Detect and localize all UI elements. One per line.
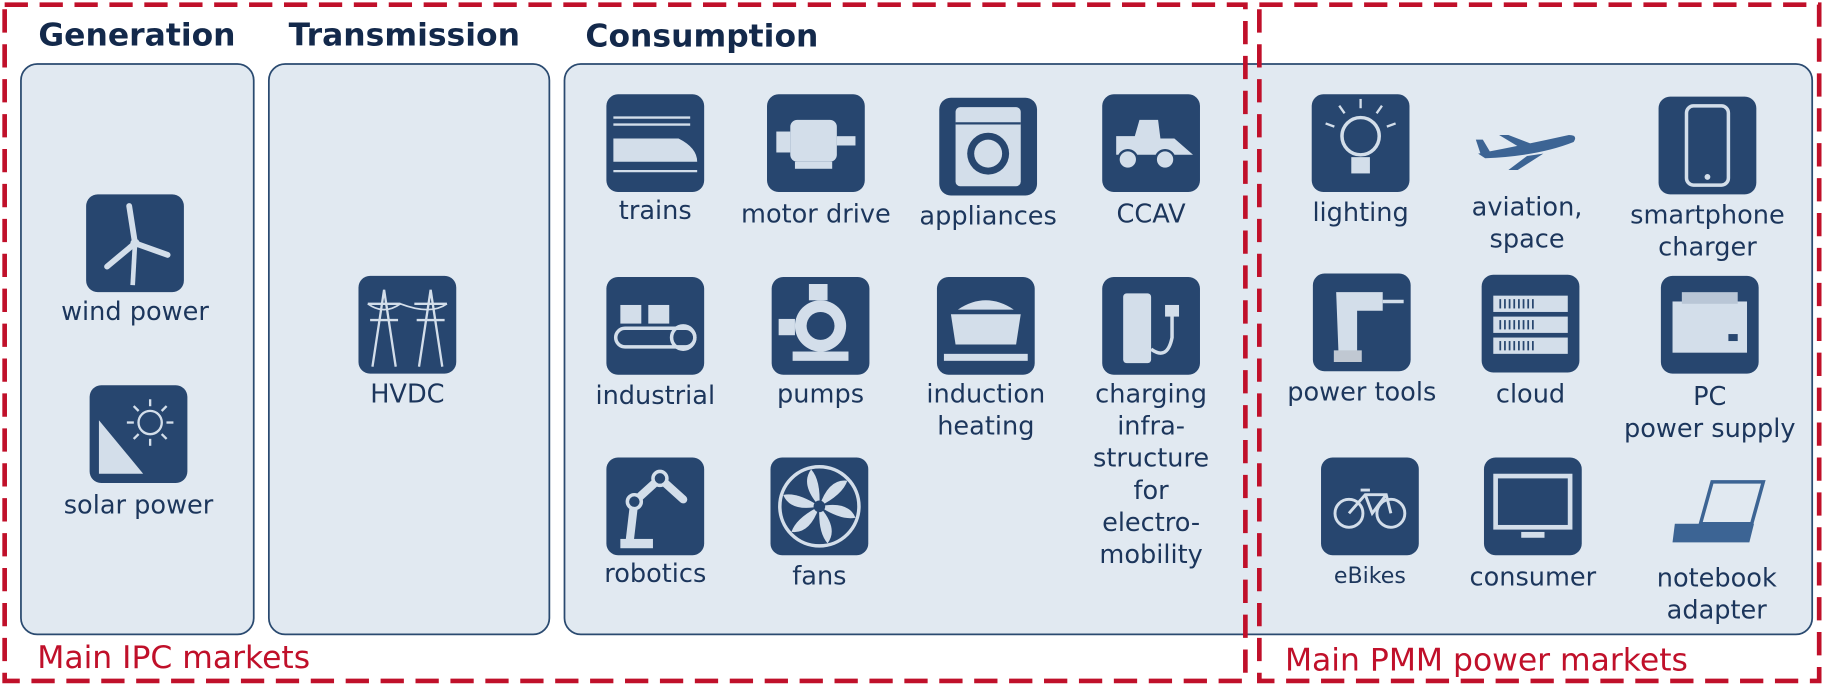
icon-plane [1475, 135, 1576, 170]
ipc-frame [2, 2, 1248, 684]
icon-phone [1658, 96, 1757, 195]
item-label: motor drive [741, 199, 891, 229]
item-label: charger [1658, 232, 1757, 262]
icon-screen [1483, 457, 1582, 556]
item-label: structure [1093, 444, 1209, 474]
section-title: Generation [38, 17, 235, 53]
item-label: pumps [777, 380, 864, 410]
item-label: notebook [1657, 564, 1777, 594]
item-label: PC [1693, 382, 1726, 412]
item-label: robotics [604, 559, 706, 589]
icon-wind [86, 194, 184, 293]
item-label: solar power [64, 490, 214, 520]
item-label: CCAV [1117, 199, 1187, 229]
item-label: mobility [1099, 540, 1202, 570]
item-label: trains [619, 196, 692, 226]
icon-wash [939, 97, 1038, 196]
item-label: wind power [61, 297, 209, 327]
item-label: power supply [1624, 414, 1796, 444]
icon-robot [606, 457, 705, 556]
pmm-frame [1257, 2, 1822, 684]
icon-drill [1312, 273, 1411, 372]
item-label: for [1133, 476, 1169, 506]
market-label: Main PMM power markets [1285, 642, 1688, 678]
item-label: adapter [1667, 596, 1768, 626]
section-title: Transmission [289, 17, 520, 53]
item-label: induction [926, 380, 1045, 410]
item-label: space [1489, 224, 1564, 254]
icon-box [1311, 94, 1410, 193]
icon-box [1658, 96, 1757, 195]
icon-solar [89, 385, 188, 484]
icon-laptop [1672, 480, 1766, 543]
item-label: cloud [1496, 380, 1565, 410]
item-label: heating [937, 412, 1034, 442]
market-label: Main IPC markets [37, 640, 310, 676]
item-label: electro- [1102, 508, 1200, 538]
panel-generation [20, 63, 255, 636]
item-label: consumer [1470, 562, 1597, 592]
item-label: aviation, [1472, 192, 1583, 222]
item-label: industrial [595, 381, 715, 411]
item-label: power tools [1287, 377, 1436, 407]
icon-motor [767, 94, 865, 193]
icon-bike [1321, 457, 1419, 556]
item-label: HVDC [370, 380, 444, 410]
icon-box [1483, 457, 1582, 556]
icon-charge [1102, 277, 1200, 375]
icon-train [606, 94, 705, 193]
item-label: smartphone [1630, 200, 1785, 230]
item-label: charging [1095, 380, 1207, 410]
icon-pump [771, 277, 870, 375]
icon-belt [606, 277, 705, 375]
item-label: infra- [1117, 412, 1185, 442]
icon-fan [770, 457, 869, 556]
icon-ccav [1102, 94, 1200, 193]
icon-bulb [1311, 94, 1410, 193]
icon-cloud [1481, 274, 1580, 373]
item-label: fans [792, 561, 846, 591]
item-label: eBikes [1334, 563, 1406, 589]
section-title: Consumption [585, 19, 818, 55]
icon-pot [936, 277, 1035, 375]
icon-psu [1660, 275, 1759, 374]
item-label: lighting [1312, 198, 1408, 228]
icon-hvdc [358, 275, 457, 374]
item-label: appliances [919, 202, 1056, 232]
